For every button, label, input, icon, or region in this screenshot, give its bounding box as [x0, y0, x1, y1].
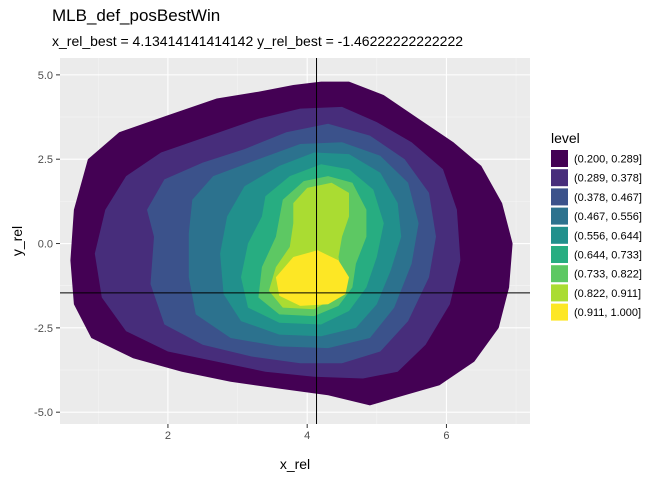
- chart-title: MLB_def_posBestWin: [52, 6, 221, 25]
- chart-subtitle: x_rel_best = 4.13414141414142 y_rel_best…: [52, 33, 464, 49]
- y-tick-label: 2.5: [38, 154, 53, 166]
- x-tick-label: 4: [304, 430, 310, 442]
- legend-swatch-9: [551, 303, 568, 321]
- x-tick-label: 2: [165, 430, 171, 442]
- y-axis-title: y_rel: [9, 226, 25, 256]
- legend-label-7: (0.733, 0.822]: [574, 269, 642, 281]
- legend-swatch-8: [551, 284, 568, 302]
- legend-swatch-4: [551, 207, 568, 225]
- legend-label-3: (0.378, 0.467]: [574, 192, 642, 204]
- legend-swatch-2: [551, 169, 568, 187]
- legend-swatch-3: [551, 188, 568, 206]
- legend-swatch-7: [551, 265, 568, 283]
- y-tick-label: 0.0: [38, 239, 53, 251]
- legend-label-8: (0.822, 0.911]: [574, 288, 641, 300]
- contour-band-9: [275, 250, 349, 306]
- legend-swatch-1: [551, 150, 568, 167]
- x-axis-title: x_rel: [280, 456, 310, 472]
- legend-swatch-5: [551, 226, 568, 244]
- legend-label-2: (0.289, 0.378]: [574, 173, 642, 185]
- legend-label-4: (0.467, 0.556]: [574, 211, 642, 223]
- legend-label-9: (0.911, 1.000]: [574, 307, 641, 319]
- legend-swatch-6: [551, 246, 568, 263]
- legend-label-6: (0.644, 0.733]: [574, 250, 642, 262]
- y-tick-label: -5.0: [34, 407, 53, 419]
- y-tick-label: 5.0: [38, 70, 53, 82]
- legend-title: level: [551, 130, 580, 146]
- legend-label-1: (0.200, 0.289]: [574, 154, 642, 166]
- legend-label-5: (0.556, 0.644]: [574, 230, 642, 242]
- x-tick-label: 6: [443, 430, 449, 442]
- y-tick-label: -2.5: [34, 323, 53, 335]
